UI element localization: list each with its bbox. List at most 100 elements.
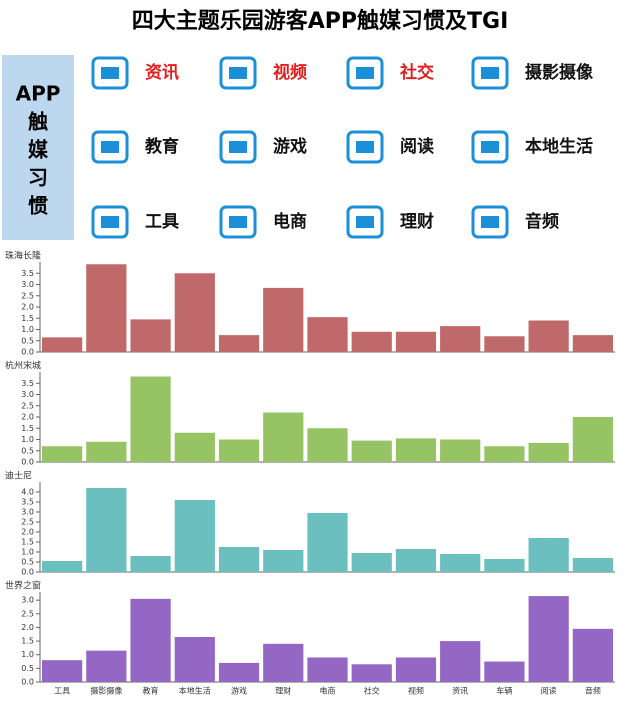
x-tick-label: 教育 xyxy=(143,686,159,696)
bar xyxy=(218,335,260,352)
bar xyxy=(263,412,304,462)
legend-icon xyxy=(346,205,384,239)
y-tick-label: 0.5 xyxy=(21,336,34,345)
bar xyxy=(130,556,171,572)
bar xyxy=(440,554,481,572)
x-tick-label: 视频 xyxy=(408,686,424,696)
y-tick-label: 1.0 xyxy=(21,548,34,557)
bar xyxy=(395,549,437,572)
y-tick-label: 2.5 xyxy=(21,291,34,300)
y-tick-label: 1.0 xyxy=(21,650,34,659)
legend-label: 媒 xyxy=(28,138,49,162)
legend-item: 工具 xyxy=(145,212,179,232)
legend-item: 电商 xyxy=(273,211,307,232)
legend-icon xyxy=(219,56,257,90)
bar xyxy=(440,326,481,352)
bar xyxy=(174,637,215,682)
bar xyxy=(174,432,215,462)
legend-icon xyxy=(346,130,384,164)
bar xyxy=(263,287,304,352)
y-tick-label: 1.5 xyxy=(21,424,34,433)
y-tick-label: 1.0 xyxy=(21,435,34,444)
legend-icon xyxy=(346,56,384,90)
legend-label: 惯 xyxy=(28,194,48,218)
x-tick-label: 电商 xyxy=(320,686,336,696)
legend-item: 摄影摄像 xyxy=(525,62,594,83)
legend-item: 本地生活 xyxy=(525,136,593,157)
y-tick-label: 3.5 xyxy=(21,269,34,278)
x-tick-label: 阅读 xyxy=(541,686,557,696)
legend-label: 触 xyxy=(28,110,48,134)
legend-label: APP xyxy=(16,82,61,106)
legend-icon-detail xyxy=(101,216,119,228)
legend-icon-detail xyxy=(229,67,247,79)
bar xyxy=(130,376,171,462)
bar xyxy=(572,335,613,352)
bar xyxy=(528,538,569,572)
y-tick-label: 0.5 xyxy=(21,446,34,455)
x-tick-label: 游戏 xyxy=(231,686,247,696)
chart-title: 迪士尼 xyxy=(5,470,32,482)
y-tick-label: 2.5 xyxy=(21,518,34,527)
bar xyxy=(218,662,260,682)
legend-label-box xyxy=(2,55,74,240)
y-tick-label: 2.0 xyxy=(21,528,34,537)
x-tick-label: 摄影摄像 xyxy=(90,686,122,696)
bar xyxy=(218,547,260,572)
bar xyxy=(440,439,481,462)
bar xyxy=(395,438,437,462)
legend-icon-detail xyxy=(481,67,499,79)
y-tick-label: 0.0 xyxy=(21,458,34,467)
bar xyxy=(86,264,127,352)
y-tick-label: 3.0 xyxy=(21,390,34,399)
bar xyxy=(218,439,260,462)
chart-title: 珠海长隆 xyxy=(5,250,41,262)
bar xyxy=(572,628,613,682)
bar xyxy=(174,273,215,352)
bar xyxy=(528,596,569,682)
bar xyxy=(263,550,304,572)
bar xyxy=(351,331,392,352)
bar xyxy=(307,317,348,352)
bar xyxy=(572,558,613,572)
bar xyxy=(130,319,171,352)
bar xyxy=(351,440,392,462)
chart-title: 世界之窗 xyxy=(5,580,41,592)
y-tick-label: 0.5 xyxy=(21,664,34,673)
bar xyxy=(351,664,392,682)
bar xyxy=(86,650,127,682)
x-tick-label: 资讯 xyxy=(452,686,468,696)
legend-icon-detail xyxy=(356,216,374,228)
bar xyxy=(42,561,83,572)
y-tick-label: 0.5 xyxy=(21,558,34,567)
bar xyxy=(42,660,83,682)
bar xyxy=(42,446,83,462)
bar xyxy=(395,331,437,352)
legend-icon-detail xyxy=(229,141,247,153)
y-tick-label: 1.0 xyxy=(21,325,34,334)
legend-icon xyxy=(91,56,129,90)
legend-icon xyxy=(471,205,509,239)
legend-item: 资讯 xyxy=(145,62,179,83)
y-tick-label: 2.5 xyxy=(21,401,34,410)
bar xyxy=(484,446,525,462)
bar xyxy=(307,428,348,462)
bar xyxy=(484,661,525,682)
y-tick-label: 3.5 xyxy=(21,498,34,507)
bar xyxy=(86,441,127,462)
page-title: 四大主题乐园游客APP触媒习惯及TGI xyxy=(132,8,509,34)
legend-item: 游戏 xyxy=(273,136,307,157)
x-tick-label: 理财 xyxy=(275,686,291,696)
legend-icon-detail xyxy=(356,141,374,153)
legend-icon-detail xyxy=(481,216,499,228)
bar xyxy=(484,336,525,352)
x-tick-label: 音频 xyxy=(585,686,601,696)
legend-icon xyxy=(471,130,509,164)
y-tick-label: 3.0 xyxy=(21,280,34,289)
y-tick-label: 0.0 xyxy=(21,568,34,577)
y-tick-label: 2.0 xyxy=(21,623,34,632)
bar xyxy=(484,559,525,572)
y-tick-label: 4.0 xyxy=(21,488,34,497)
bar xyxy=(307,657,348,682)
bar xyxy=(263,643,304,682)
